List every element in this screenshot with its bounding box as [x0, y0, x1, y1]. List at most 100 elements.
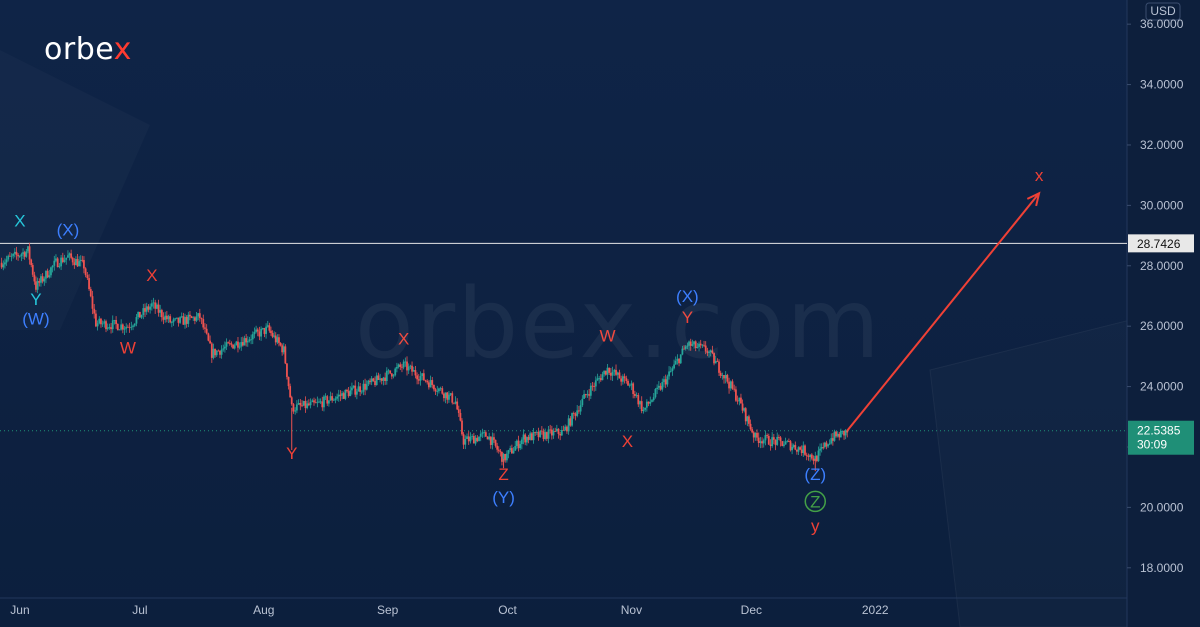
candle: [560, 430, 563, 436]
candle: [379, 378, 381, 380]
candle: [756, 432, 758, 438]
candle: [596, 378, 599, 381]
candle: [723, 375, 725, 379]
candle: [319, 401, 322, 403]
candle: [525, 437, 528, 443]
candle: [294, 410, 297, 412]
candle: [439, 388, 442, 390]
candle: [623, 376, 626, 379]
candle: [339, 394, 342, 396]
candle: [195, 316, 198, 321]
candle: [22, 252, 24, 255]
candle: [792, 445, 795, 447]
candle: [189, 314, 191, 317]
projection-arrow[interactable]: [846, 192, 1040, 432]
candle: [724, 374, 727, 379]
candle: [529, 433, 532, 440]
candle: [748, 416, 750, 424]
candle: [696, 346, 699, 349]
candle: [591, 385, 594, 387]
candle: [282, 346, 285, 353]
candle: [669, 371, 672, 372]
candle: [545, 432, 548, 439]
candle: [464, 439, 467, 445]
y-tick-label: 28.0000: [1140, 259, 1184, 273]
candle: [814, 455, 817, 461]
candle: [390, 373, 393, 377]
candle: [292, 404, 295, 412]
y-tick-label: 36.0000: [1140, 17, 1184, 31]
candle: [606, 367, 609, 375]
candle: [588, 394, 591, 396]
candle: [204, 327, 206, 329]
candle: [706, 351, 709, 353]
candle: [451, 393, 454, 403]
candle: [454, 401, 457, 404]
candle: [777, 436, 780, 438]
candle: [46, 270, 49, 278]
candle: [407, 366, 410, 371]
candle: [719, 372, 722, 376]
candle: [387, 370, 390, 372]
candle: [106, 327, 109, 330]
candle: [766, 435, 769, 437]
candle: [735, 389, 737, 401]
candle: [699, 343, 702, 346]
candle: [53, 260, 56, 266]
candle: [147, 306, 150, 310]
candle: [263, 327, 266, 334]
candle: [142, 308, 145, 316]
candle: [534, 432, 537, 433]
candle: [360, 391, 363, 393]
candle: [276, 337, 279, 343]
candle: [761, 441, 763, 444]
candle: [251, 334, 254, 340]
y-tick-label: 32.0000: [1140, 138, 1184, 152]
candle: [757, 437, 760, 443]
candle: [215, 350, 218, 356]
candle: [688, 341, 690, 346]
wave-label: Y: [682, 308, 693, 327]
candle: [519, 444, 522, 449]
candle: [25, 251, 28, 257]
candle: [627, 380, 629, 386]
candle: [372, 378, 375, 381]
price-axis-panel[interactable]: [1127, 0, 1200, 627]
x-tick-label: Dec: [741, 603, 762, 617]
candle: [144, 308, 146, 312]
candle: [618, 372, 621, 379]
candle: [175, 317, 178, 319]
candle: [666, 376, 669, 385]
candle: [297, 402, 300, 405]
candle: [828, 443, 831, 445]
candle: [84, 268, 87, 276]
candle: [566, 426, 568, 432]
candle: [805, 454, 808, 456]
wave-label: X: [146, 266, 157, 285]
candle: [759, 441, 762, 443]
candle: [18, 256, 21, 257]
candle: [744, 408, 747, 422]
candle: [583, 394, 585, 399]
candle: [83, 260, 85, 269]
candle: [476, 437, 479, 442]
candle: [377, 375, 380, 380]
candle: [738, 397, 741, 402]
candle: [620, 378, 623, 382]
candle: [825, 442, 828, 447]
candle: [316, 401, 319, 403]
candle: [396, 366, 398, 369]
candle: [41, 276, 44, 282]
candle: [564, 426, 567, 431]
candle: [736, 400, 739, 402]
candle: [375, 375, 378, 385]
candle: [474, 437, 477, 444]
candle: [301, 405, 303, 407]
candle: [266, 325, 269, 327]
candle: [557, 428, 560, 434]
candle: [230, 343, 233, 345]
candle: [31, 265, 34, 275]
candle: [88, 278, 90, 290]
candle: [86, 275, 89, 279]
